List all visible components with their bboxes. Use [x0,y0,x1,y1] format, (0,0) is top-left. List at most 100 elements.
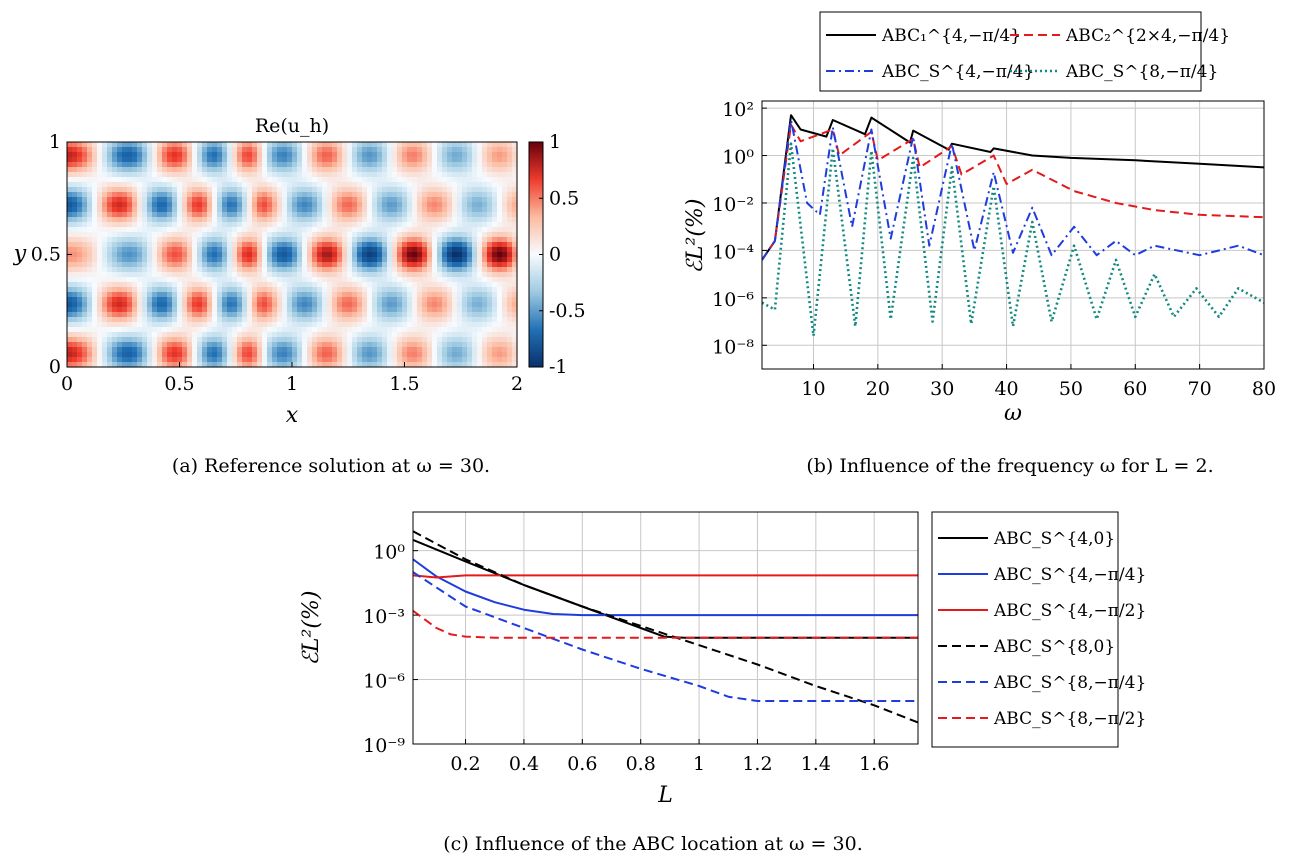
heatmap-cell [367,342,373,348]
y-tick-label: 10⁻³ [363,606,405,628]
heatmap-cell [347,297,353,303]
heatmap-cell [297,312,303,318]
heatmap-cell [497,147,503,153]
heatmap-cell [462,297,468,303]
heatmap-cell [462,182,468,188]
heatmap-cell [512,312,518,318]
heatmap-cell [212,337,218,343]
heatmap-cell [337,237,343,243]
heatmap-cell [87,357,93,363]
heatmap-cell [197,242,203,248]
heatmap-cell [397,212,403,218]
heatmap-cell [297,172,303,178]
heatmap-cell [462,232,468,238]
heatmap-cell [382,227,388,233]
heatmap-cell [512,337,518,343]
heatmap-cell [222,292,228,298]
heatmap-cell [172,172,178,178]
heatmap-cell [237,257,243,263]
heatmap-cell [247,217,253,223]
heatmap-cell [422,257,428,263]
heatmap-cell [317,217,323,223]
heatmap-cell [437,242,443,248]
heatmap-cell [92,222,98,228]
heatmap-cell [467,307,473,313]
heatmap-cell [287,177,293,183]
heatmap-cell [412,297,418,303]
heatmap-cell [462,237,468,243]
heatmap-cell [237,252,243,258]
heatmap-cell [322,212,328,218]
heatmap-cell [427,267,433,273]
heatmap-cell [247,317,253,323]
heatmap-cell [152,152,158,158]
heatmap-cell [462,212,468,218]
heatmap-cell [142,217,148,223]
heatmap-cell [492,342,498,348]
heatmap-cell [317,192,323,198]
heatmap-cell [417,297,423,303]
heatmap-cell [252,257,258,263]
heatmap-cell [487,202,493,208]
heatmap-cell [407,207,413,213]
heatmap-cell [272,342,278,348]
heatmap-cell [202,332,208,338]
heatmap-cell [457,257,463,263]
heatmap-cell [182,152,188,158]
heatmap-cell [252,142,258,148]
heatmap-cell [87,352,93,358]
heatmap-cell [392,177,398,183]
heatmap-cell [262,307,268,313]
heatmap-cell [267,297,273,303]
heatmap-cell [392,322,398,328]
heatmap-cell [202,307,208,313]
heatmap-cell [412,212,418,218]
heatmap-cell [462,247,468,253]
heatmap-cell [257,352,263,358]
heatmap-cell [367,142,373,148]
heatmap-cell [302,202,308,208]
heatmap-cell [507,212,513,218]
heatmap-cell [112,277,118,283]
heatmap-cell [427,182,433,188]
heatmap-cell [217,282,223,288]
heatmap-cell [387,222,393,228]
heatmap-cell [402,267,408,273]
heatmap-cell [482,287,488,293]
y-tick-label: 10² [722,99,754,121]
heatmap-cell [402,287,408,293]
heatmap-cell [282,317,288,323]
heatmap-cell [297,217,303,223]
heatmap-cell [412,322,418,328]
heatmap-cell [487,297,493,303]
heatmap-cell [182,307,188,313]
heatmap-cell [297,322,303,328]
heatmap-cell [427,197,433,203]
plot-frame-b [761,100,1265,370]
heatmap-cell [352,152,358,158]
heatmap-cell [247,347,253,353]
heatmap-cell [257,257,263,263]
heatmap-cell [462,177,468,183]
heatmap-cell [127,297,133,303]
heatmap-cell [257,312,263,318]
heatmap-cell [457,147,463,153]
heatmap-cell [502,197,508,203]
heatmap-cell [357,342,363,348]
heatmap-cell [427,227,433,233]
heatmap-cell [452,147,458,153]
heatmap-cell [152,232,158,238]
heatmap-cell [267,302,273,308]
heatmap-cell [382,162,388,168]
heatmap-cell [232,362,238,368]
heatmap-cell [482,247,488,253]
heatmap-cell [207,192,213,198]
heatmap-cell [152,162,158,168]
heatmap-cell [357,212,363,218]
heatmap-cell [282,207,288,213]
heatmap-cell [72,347,78,353]
heatmap-cell [172,317,178,323]
heatmap-cell [467,277,473,283]
y-tick-label: 10⁻⁹ [363,735,405,757]
heatmap-cell [387,192,393,198]
